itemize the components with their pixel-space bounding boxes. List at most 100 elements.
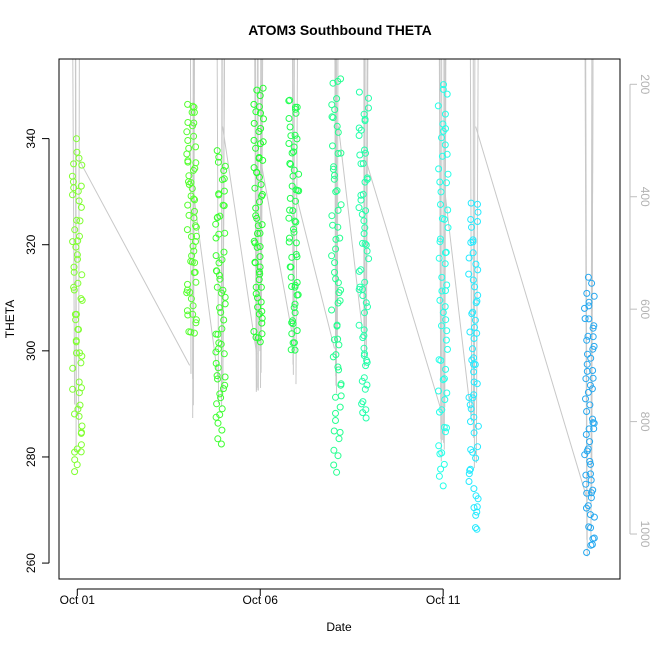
theta-point [472,524,479,532]
theta-point [362,241,370,249]
theta-point [286,206,294,214]
theta-point [192,319,200,327]
y-tick-label: 260 [24,553,38,573]
theta-point [329,142,336,150]
theta-point [285,238,293,246]
theta-point [332,393,339,401]
theta-point [214,158,222,166]
theta-point [75,197,83,205]
theta-point [442,336,450,344]
theta-point [72,243,80,251]
theta-point [361,240,369,248]
y-tick-label: 300 [24,341,38,361]
theta-point [289,317,296,325]
theta-point [212,359,220,367]
y-tick-label: 280 [24,447,38,467]
theta-point [77,182,85,190]
theta-point [295,170,303,178]
theta-point [257,298,265,306]
theta-point [289,207,297,215]
theta-point [364,303,371,311]
theta-point [443,150,451,158]
theta-point [75,378,83,386]
theta-point [357,266,365,274]
theta-point [291,217,299,225]
theta-point [362,299,370,307]
theta-point [252,204,260,212]
theta-point [191,196,199,204]
theta-point [256,263,264,271]
theta-point [69,191,76,199]
theta-point [77,359,85,367]
theta-point [252,108,260,116]
theta-point [355,321,363,329]
theta-point [465,270,473,278]
theta-point [330,163,338,171]
theta-point [332,417,339,424]
theta-point [359,239,366,247]
theta-point [363,174,371,182]
theta-point [254,222,262,230]
x-tick-label: Oct 11 [426,593,461,607]
theta-point [286,263,294,271]
theta-point [337,201,345,209]
theta-point [288,330,296,338]
theta-point [334,299,342,307]
theta-point [588,279,596,287]
theta-point [220,167,228,174]
theta-point [330,461,338,469]
theta-point [469,249,477,257]
theta-point [77,295,85,303]
theta-point [219,286,227,294]
theta-point [358,377,366,385]
theta-point [589,415,596,423]
theta-point [443,389,451,397]
theta-point [438,287,446,295]
theta-point [185,181,193,188]
theta-point [71,226,79,234]
theta-point [365,104,372,112]
theta-point [584,388,592,396]
theta-point [473,503,481,511]
theta-point [292,218,300,226]
theta-point [288,283,296,290]
theta-point [286,123,294,131]
theta-point [215,339,223,347]
theta-point [220,187,228,195]
theta-point [470,429,478,437]
theta-point [584,332,592,340]
theta-point [76,401,84,409]
theta-point [185,172,193,180]
theta-point [187,192,195,200]
theta-point [328,101,336,109]
theta-point [336,234,344,242]
theta-point [221,162,229,170]
right-tick-label: 1000 [638,521,650,548]
theta-point [293,135,301,143]
theta-point [290,143,298,151]
theta-point [584,350,591,358]
theta-point [362,207,370,215]
theta-point [357,126,365,134]
theta-point [472,492,480,500]
theta-point [365,94,372,102]
theta-point [252,283,260,291]
theta-point [360,217,368,225]
theta-point [290,339,298,347]
theta-point [466,401,474,409]
theta-point [434,102,442,110]
theta-point [470,391,478,399]
theta-point [472,454,480,462]
theta-point [356,151,364,159]
theta-point [332,235,340,243]
pressure-trace-line [78,58,80,431]
theta-point [70,263,78,271]
theta-point [582,431,590,438]
theta-point [253,243,261,251]
theta-point [331,259,339,267]
pressure-trace-link [193,193,220,383]
theta-point [583,408,591,415]
x-axis-title: Date [326,620,352,634]
theta-point [469,345,476,353]
